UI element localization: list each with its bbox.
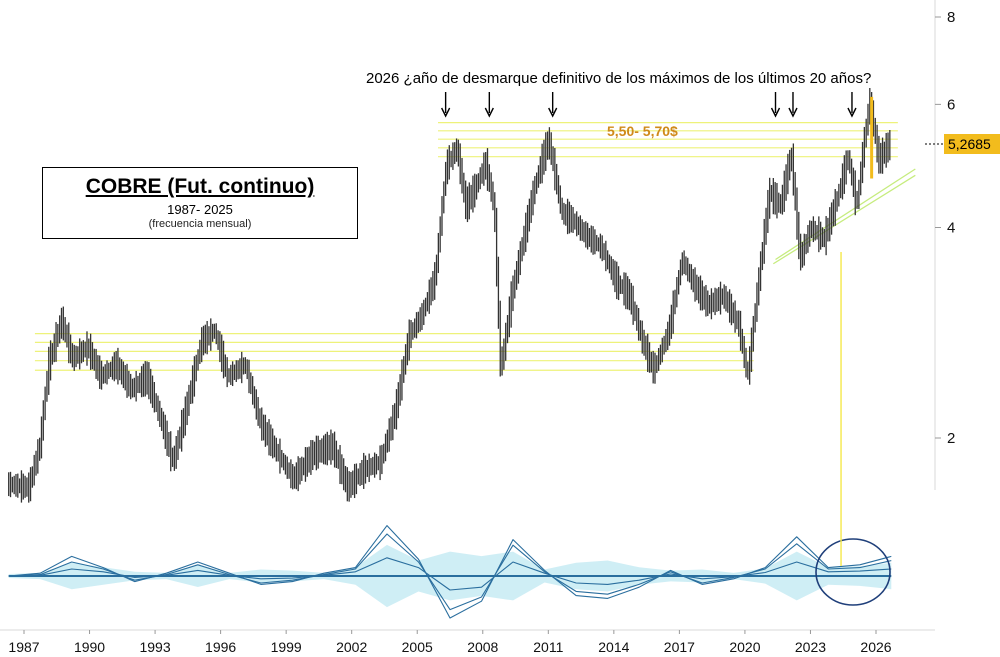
y-tick-label: 4 <box>947 220 955 237</box>
x-tick-label: 2020 <box>729 639 760 655</box>
x-tick-label: 2023 <box>795 639 826 655</box>
x-tick-label: 1990 <box>74 639 105 655</box>
chart-title: COBRE (Fut. continuo) <box>85 175 315 198</box>
x-tick-label: 1987 <box>8 639 39 655</box>
x-tick-label: 1993 <box>139 639 170 655</box>
x-tick-label: 2008 <box>467 639 498 655</box>
x-tick-label: 2005 <box>402 639 433 655</box>
x-tick-label: 2014 <box>598 639 629 655</box>
oscillator-panel <box>8 525 892 619</box>
headline-text: 2026 ¿año de desmarque definitivo de los… <box>366 70 871 87</box>
axes: 2 4 6 8 1987 1990 1993 1996 1999 2002 2005 2008 2011… <box>0 0 955 655</box>
chart-frequency: (frecuencia mensual) <box>148 218 252 230</box>
down-arrow-head <box>770 107 781 118</box>
x-tick-label: 2017 <box>664 639 695 655</box>
x-tick-label: 2026 <box>860 639 891 655</box>
y-tick-label: 8 <box>947 9 955 26</box>
y-tick-label: 6 <box>947 96 955 113</box>
down-arrow-head <box>484 107 494 118</box>
down-arrow-head <box>548 107 558 118</box>
title-box: COBRE (Fut. continuo) 1987- 2025 (frecue… <box>42 167 358 239</box>
resistance-zones <box>34 122 916 371</box>
x-tick-label: 2011 <box>533 639 563 655</box>
price-bars <box>8 87 891 503</box>
highlight-circle <box>815 538 891 606</box>
x-tick-label: 1999 <box>271 639 302 655</box>
chart-period: 1987- 2025 <box>167 202 233 217</box>
annotations: 2026 ¿año de desmarque definitivo de los… <box>366 70 944 566</box>
oscillator-line <box>8 557 892 591</box>
resistance-zone-label: 5,50- 5,70$ <box>607 123 678 139</box>
y-tick-label: 2 <box>947 430 955 447</box>
down-arrow-head <box>788 107 798 118</box>
down-arrow-head <box>441 107 451 118</box>
trendline <box>772 174 916 265</box>
x-tick-label: 2002 <box>336 639 367 655</box>
down-arrow-head <box>847 107 857 118</box>
last-price-badge: 5,2685 <box>944 134 1000 154</box>
x-tick-label: 1996 <box>205 639 236 655</box>
